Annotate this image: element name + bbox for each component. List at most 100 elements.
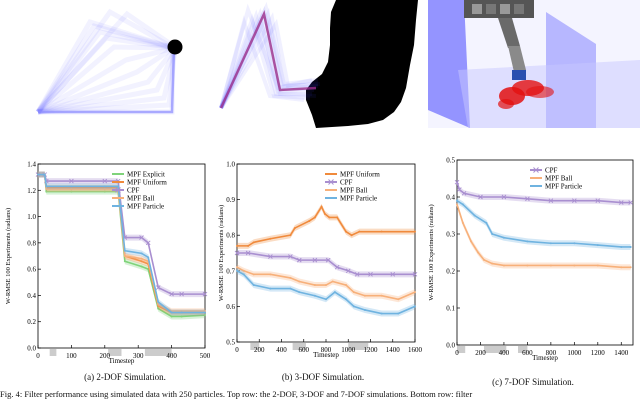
data-point	[628, 200, 633, 205]
data-point	[308, 219, 311, 222]
data-point	[180, 315, 183, 318]
data-point	[117, 185, 120, 188]
data-point	[482, 258, 485, 261]
data-point	[296, 257, 302, 263]
y-tick-label: 1.4	[27, 161, 36, 169]
data-point	[572, 198, 577, 204]
data-point	[242, 269, 245, 272]
legend-label: MPF Particle	[340, 195, 377, 203]
data-point	[549, 264, 552, 267]
sim-2dof-image	[35, 8, 183, 115]
y-tick-label: 0.1	[446, 305, 455, 313]
data-point	[491, 262, 494, 265]
x-tick-label: 1400	[614, 349, 629, 357]
data-point	[140, 260, 143, 263]
x-tick-label: 200	[254, 346, 265, 354]
data-point	[320, 205, 323, 208]
data-point	[368, 272, 373, 277]
data-point	[289, 234, 292, 237]
y-tick-label: 0.4	[27, 292, 36, 300]
y-tick-label: 0.3	[446, 231, 455, 239]
data-point	[170, 315, 173, 318]
data-point	[334, 264, 340, 270]
data-point	[289, 287, 292, 290]
x-tick-label: 1000	[341, 346, 356, 354]
data-point	[325, 257, 331, 263]
data-point	[157, 303, 160, 306]
data-point	[102, 178, 108, 184]
data-point	[202, 291, 208, 297]
data-point	[620, 266, 623, 269]
y-tick-label: 1.0	[226, 161, 235, 169]
data-point	[325, 298, 327, 301]
legend-marker	[328, 179, 334, 185]
x-tick-label: 300	[133, 352, 144, 360]
data-point	[457, 187, 462, 192]
plot-frame	[456, 159, 634, 346]
data-point	[288, 254, 293, 259]
data-point	[485, 221, 488, 224]
data-point	[456, 203, 458, 206]
data-point	[268, 254, 273, 259]
y-axis-label: W-RMSE 100 Experiments (radians)	[5, 208, 12, 304]
data-point	[293, 227, 296, 230]
data-point	[157, 301, 160, 303]
data-point	[380, 312, 383, 315]
timestep-band	[49, 349, 57, 356]
data-point	[69, 178, 74, 184]
y-tick-label: 0.0	[27, 345, 36, 353]
chart-3dof: 0 200 400 600 800 1000 1200 1400 1600 0.5 0.6 0.7 0.…	[218, 161, 423, 360]
legend-label: MPF Uniform	[127, 179, 167, 187]
wall-left	[428, 0, 470, 128]
data-point	[157, 307, 160, 310]
data-point	[45, 185, 48, 188]
series-band	[457, 179, 631, 206]
legend-label: MPF Particle	[127, 203, 164, 211]
data-point	[363, 294, 366, 297]
legend-label: MPF Uniform	[340, 171, 380, 179]
data-point	[345, 268, 351, 274]
data-point	[548, 198, 554, 204]
data-point	[298, 280, 301, 283]
data-point	[313, 284, 316, 287]
data-point	[478, 194, 483, 200]
y-tick-label: 0.6	[27, 266, 36, 274]
legend-label: CPF	[340, 179, 353, 187]
chart-7dof: 0 200 400 600 800 1000 1200 1400 0.0 0.1 0.2 0.3 0.4…	[428, 157, 634, 362]
data-point	[345, 284, 348, 287]
data-point	[155, 285, 161, 290]
data-point	[242, 273, 245, 276]
y-tick-label: 0.2	[27, 318, 36, 326]
data-point	[461, 221, 464, 224]
series-band	[38, 171, 205, 320]
y-tick-label: 0.6	[226, 303, 235, 311]
timestep-band	[457, 346, 466, 353]
data-point	[180, 311, 183, 314]
arm-particle-fan	[219, 1, 321, 110]
data-point	[323, 212, 326, 215]
data-point	[414, 230, 416, 233]
data-point	[139, 235, 144, 240]
y-tick-label: 0.5	[446, 157, 455, 165]
x-tick-label: 800	[321, 346, 332, 354]
series-line	[456, 204, 631, 269]
data-point	[236, 269, 238, 272]
data-point	[70, 190, 73, 193]
data-point	[390, 272, 396, 277]
data-point	[123, 260, 126, 263]
data-point	[170, 311, 173, 314]
data-point	[236, 244, 238, 247]
data-point	[629, 245, 632, 248]
data-point	[333, 291, 336, 294]
x-tick-label: 600	[522, 349, 533, 357]
y-axis-label: W-RMSE 100 Experiments (radians)	[218, 205, 225, 301]
legend-label: MPF Ball	[545, 175, 572, 183]
y-tick-label: 1.2	[27, 187, 36, 195]
x-tick-label: 0	[455, 349, 459, 357]
data-point	[414, 305, 416, 308]
x-tick-label: 400	[166, 352, 177, 360]
data-point	[328, 216, 331, 219]
x-tick-label: 0	[235, 346, 239, 354]
data-point	[380, 294, 383, 297]
data-point	[620, 245, 623, 248]
